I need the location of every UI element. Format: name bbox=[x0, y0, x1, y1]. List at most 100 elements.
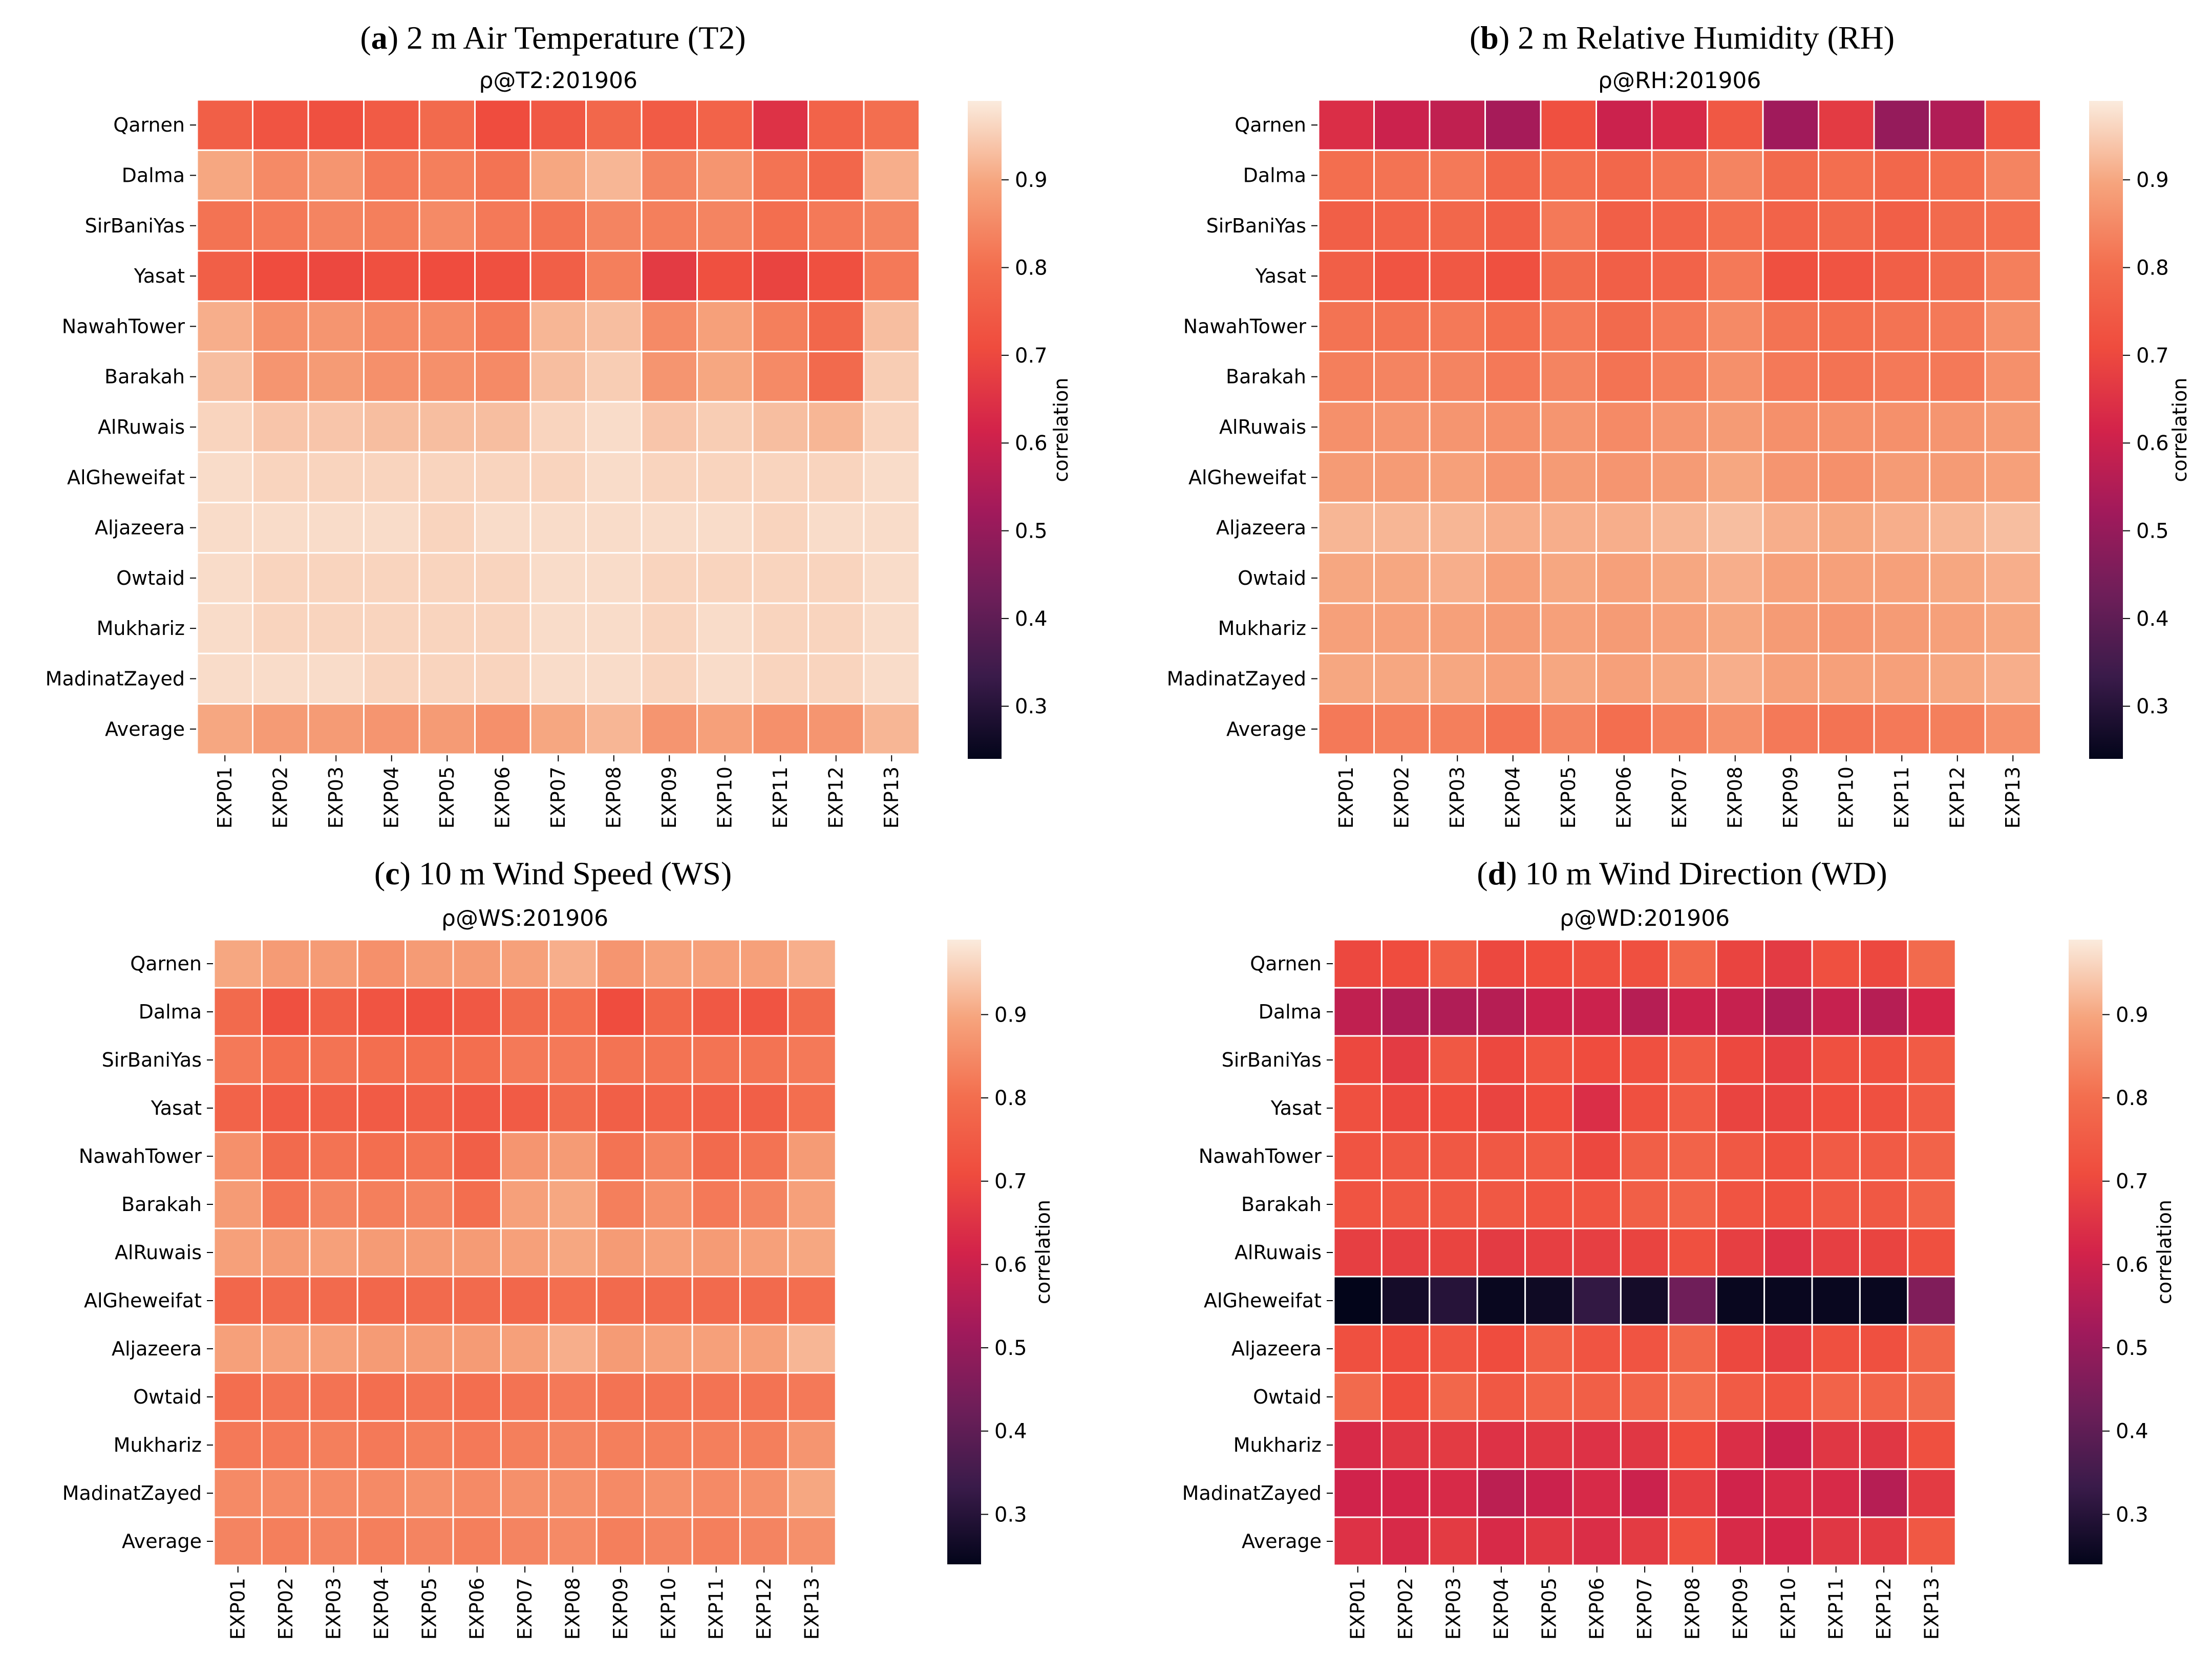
heatmap-cell bbox=[418, 401, 476, 453]
heatmap-cell bbox=[1929, 351, 1986, 403]
x-tick-label: EXP03 bbox=[325, 767, 347, 829]
heatmap-cell bbox=[1333, 1179, 1382, 1229]
y-tick-label: Average bbox=[1242, 1530, 1322, 1553]
heatmap-cell bbox=[1429, 1227, 1478, 1278]
heatmap-cell bbox=[1317, 99, 1375, 151]
colorbar-tick-label: 0.5 bbox=[2116, 1336, 2149, 1360]
heatmap-cell bbox=[1333, 1131, 1382, 1181]
heatmap-cell bbox=[307, 200, 365, 252]
heatmap-cell bbox=[474, 99, 531, 151]
heatmap-cell bbox=[196, 99, 253, 151]
heatmap-cell bbox=[213, 1420, 263, 1470]
heatmap-cell bbox=[356, 1035, 407, 1085]
heatmap-cell bbox=[1476, 1516, 1526, 1566]
x-tick-label: EXP02 bbox=[274, 1578, 297, 1640]
heatmap-cell bbox=[1763, 1035, 1813, 1085]
heatmap-cell bbox=[548, 939, 598, 989]
heatmap-cell bbox=[1484, 602, 1542, 654]
y-tick-label: Average bbox=[105, 718, 185, 740]
heatmap-cell bbox=[1333, 1035, 1382, 1085]
x-tick-label: EXP04 bbox=[1490, 1578, 1513, 1640]
heatmap-cell bbox=[1668, 1516, 1717, 1566]
heatmap-cell bbox=[1707, 652, 1764, 705]
heatmap-cell bbox=[1715, 1131, 1766, 1181]
heatmap-cell bbox=[739, 1468, 789, 1518]
heatmap-cell bbox=[1668, 1276, 1717, 1326]
heatmap-cell bbox=[452, 1420, 502, 1470]
heatmap-cell bbox=[1651, 300, 1708, 353]
heatmap-cell bbox=[1596, 401, 1653, 453]
heatmap-cell bbox=[1596, 149, 1653, 202]
heatmap-cell bbox=[418, 250, 476, 302]
heatmap-subtitle: ρ@WS:201906 bbox=[441, 905, 608, 931]
heatmap-cell bbox=[261, 1035, 311, 1085]
heatmap-cell bbox=[548, 1131, 598, 1181]
heatmap-cell bbox=[1984, 300, 2041, 353]
heatmap-cell bbox=[1476, 1131, 1526, 1181]
heatmap-cell bbox=[1572, 1227, 1622, 1278]
heatmap-cell bbox=[1333, 1276, 1382, 1326]
heatmap-cell bbox=[1763, 1227, 1813, 1278]
panel-title-open-paren: ( bbox=[1470, 19, 1480, 56]
x-tick-label: EXP02 bbox=[269, 767, 292, 829]
heatmap-cell bbox=[595, 1516, 646, 1566]
heatmap-cell bbox=[1668, 1420, 1717, 1470]
y-tick-label: Mukhariz bbox=[1233, 1434, 1322, 1456]
heatmap-cell bbox=[196, 451, 253, 503]
heatmap-cell bbox=[452, 987, 502, 1037]
heatmap-cell bbox=[1484, 200, 1542, 252]
heatmap-cells bbox=[196, 99, 920, 755]
x-tick-label: EXP03 bbox=[1446, 767, 1469, 829]
heatmap-cell bbox=[213, 1516, 263, 1566]
heatmap-cell bbox=[474, 200, 531, 252]
colorbar-tick-label: 0.8 bbox=[2136, 257, 2169, 280]
heatmap-cell bbox=[1572, 1468, 1622, 1518]
y-tick-label: Average bbox=[122, 1530, 202, 1553]
heatmap-cell bbox=[1317, 703, 1375, 755]
heatmap-cell bbox=[1762, 501, 1819, 554]
heatmap-cell bbox=[1651, 200, 1708, 252]
heatmap-cell bbox=[585, 250, 643, 302]
panel-letter: a bbox=[371, 19, 388, 56]
heatmap-cell bbox=[213, 1276, 263, 1326]
heatmap-cell bbox=[474, 149, 531, 202]
heatmap-cell bbox=[529, 149, 587, 202]
heatmap-cell bbox=[641, 401, 698, 453]
heatmap-cell bbox=[1715, 1179, 1766, 1229]
heatmap-cell bbox=[1596, 300, 1653, 353]
heatmap-cell bbox=[196, 250, 253, 302]
heatmap-cell bbox=[1651, 501, 1708, 554]
y-tick-label: Mukhariz bbox=[1218, 617, 1306, 640]
x-tick-label: EXP04 bbox=[380, 767, 403, 829]
heatmap-cell bbox=[1907, 1227, 1956, 1278]
x-tick-label: EXP07 bbox=[1633, 1578, 1656, 1640]
heatmap-cell bbox=[1668, 1179, 1717, 1229]
heatmap-cell bbox=[548, 1035, 598, 1085]
x-tick-label: EXP01 bbox=[227, 1578, 249, 1640]
colorbar-label: correlation bbox=[1032, 1200, 1054, 1304]
heatmap-cell bbox=[1540, 149, 1597, 202]
heatmap-cell bbox=[752, 99, 809, 151]
heatmap-cell bbox=[1429, 552, 1486, 604]
heatmap-cell bbox=[1907, 1131, 1956, 1181]
heatmap-cell bbox=[585, 351, 643, 403]
heatmap-cell bbox=[1929, 300, 1986, 353]
x-tick-label: EXP13 bbox=[801, 1578, 823, 1640]
panel-title-text: ) 2 m Air Temperature (T2) bbox=[388, 19, 746, 56]
y-tick-label: Qarnen bbox=[1235, 114, 1306, 136]
heatmap-cell bbox=[1524, 1035, 1574, 1085]
heatmap-cell bbox=[1620, 1372, 1670, 1422]
heatmap-cell bbox=[307, 552, 365, 604]
heatmap-cell bbox=[1476, 1372, 1526, 1422]
heatmap-cell bbox=[595, 1227, 646, 1278]
heatmap-cell bbox=[585, 300, 643, 353]
heatmap-cell bbox=[1707, 149, 1764, 202]
y-tick-label: Dalma bbox=[122, 164, 185, 186]
heatmap-cell bbox=[452, 1468, 502, 1518]
y-tick-label: Yasat bbox=[151, 1097, 202, 1119]
heatmap-cell bbox=[474, 300, 531, 353]
y-tick-label: Qarnen bbox=[130, 952, 202, 975]
heatmap-cell bbox=[500, 1516, 550, 1566]
heatmap-cell bbox=[863, 703, 920, 755]
heatmap-cell bbox=[1763, 1324, 1813, 1374]
